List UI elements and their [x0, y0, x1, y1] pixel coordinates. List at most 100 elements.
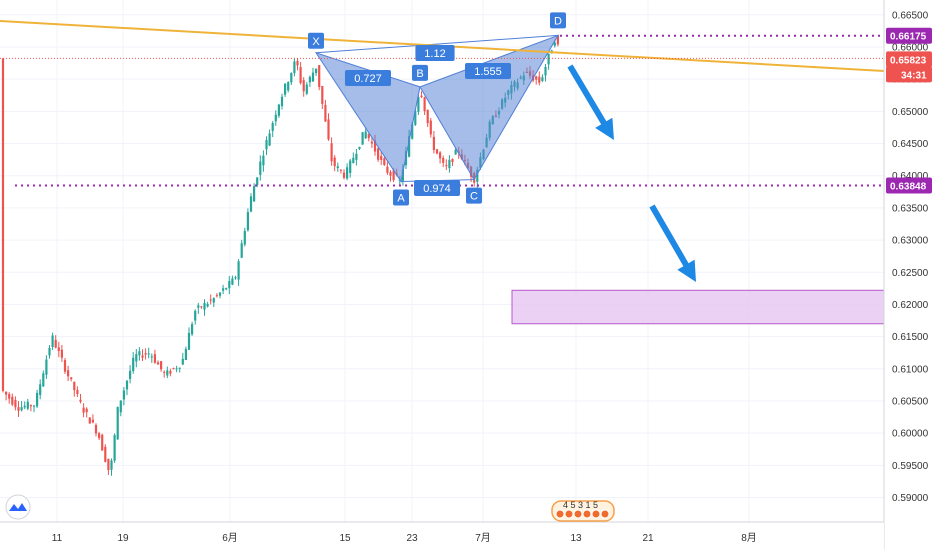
event-icon[interactable]: [564, 509, 574, 519]
candle-body: [101, 434, 104, 451]
candle-body: [225, 288, 228, 290]
tradingview-logo-icon[interactable]: [5, 494, 31, 520]
price-tick-label: 0.65000: [892, 107, 929, 118]
candle-body: [191, 324, 194, 335]
candle-body: [383, 158, 386, 165]
candle-body: [122, 390, 125, 400]
candle-body: [315, 68, 318, 74]
candle-body: [36, 392, 39, 407]
projection-arrows: [567, 64, 696, 282]
time-tick-label: 8月: [741, 532, 757, 544]
price-tick-label: 0.66000: [892, 42, 929, 53]
countdown-tag-bg: [886, 66, 932, 83]
candle-body: [184, 349, 187, 360]
price-axis[interactable]: 0.665000.660000.655000.650000.645000.640…: [883, 0, 932, 550]
candle-body: [51, 335, 54, 348]
candle-body: [215, 295, 218, 297]
lower-level-tag-bg: [886, 177, 932, 194]
candle-body: [48, 347, 51, 356]
current-price-tag-text: 0.65823: [890, 55, 927, 66]
current-price-tag-bg: [886, 51, 932, 68]
candle-body: [274, 114, 277, 122]
arrow-down-icon: [649, 204, 696, 282]
lower-level-tag-text: 0.63848: [890, 181, 927, 192]
time-tick-label: 21: [642, 533, 654, 544]
candle-body: [132, 357, 135, 372]
logo-bg[interactable]: [5, 494, 31, 520]
time-tick-label: 19: [117, 533, 129, 544]
candle-body: [271, 122, 274, 131]
candle-body: [209, 299, 212, 301]
candle-body: [8, 393, 11, 399]
events-badge[interactable]: 4 5 3 1 5: [551, 500, 615, 522]
candle-body: [308, 76, 311, 83]
candle-body: [82, 407, 85, 413]
price-tick-label: 0.59500: [892, 461, 929, 472]
candle-body: [11, 396, 14, 405]
candle-body: [141, 355, 144, 358]
candle-body: [346, 167, 349, 179]
candle-body: [454, 149, 457, 155]
arrow-down-icon: [567, 64, 614, 140]
time-tick-label: 13: [570, 533, 582, 544]
time-tick-label: 11: [52, 533, 63, 544]
price-axis-bg: [884, 0, 932, 550]
candle-body: [234, 277, 237, 279]
candle-body: [212, 298, 215, 303]
candle-body: [153, 354, 156, 363]
ratio-label-xd-bg: [415, 45, 455, 61]
ratio-label-xd: 1.12: [415, 45, 455, 61]
candle-body: [63, 360, 67, 372]
price-tick-label: 0.64000: [892, 171, 929, 182]
candle-body: [358, 146, 361, 149]
candle-body: [352, 157, 355, 163]
candle-body: [538, 76, 541, 83]
candle-body: [194, 310, 197, 321]
candle-body: [5, 391, 8, 395]
time-tick-label: 15: [339, 533, 351, 544]
candle-body: [178, 367, 181, 369]
candle-body: [547, 53, 550, 65]
candle-body: [336, 166, 339, 169]
candle-body: [414, 111, 417, 125]
candle-body: [296, 60, 299, 66]
countdown-tag-text: 34:31: [901, 70, 927, 81]
event-icon[interactable]: [591, 509, 601, 519]
candle-body: [175, 368, 178, 370]
price-tick-label: 0.62500: [892, 268, 929, 279]
candle-body: [45, 359, 48, 375]
price-tick-label: 0.63000: [892, 236, 929, 247]
time-axis[interactable]: 11 19 6月 15 23 7月 13 21 8月: [0, 521, 884, 550]
candle-body: [129, 370, 132, 379]
event-icon[interactable]: [600, 509, 610, 519]
pattern-triangle-xab[interactable]: [314, 51, 421, 183]
point-label-d-bg: [550, 12, 566, 29]
candle-body: [423, 97, 426, 112]
candle-body: [299, 67, 302, 83]
candle-body: [228, 280, 231, 289]
candle-body: [364, 131, 367, 139]
candle-body: [17, 407, 20, 411]
candle-body: [439, 152, 442, 159]
event-icon[interactable]: [555, 509, 565, 519]
price-tick-label: 0.64500: [892, 139, 929, 150]
candle-body: [302, 80, 305, 92]
candle-body: [370, 141, 373, 144]
ratio-label-abc-text: 0.974: [423, 183, 451, 195]
ratio-label-xd-text: 1.12: [424, 48, 445, 60]
candle-body: [287, 82, 290, 91]
candle-body: [70, 377, 73, 380]
pattern-triangle-bcd[interactable]: [419, 34, 560, 181]
candle-body: [110, 460, 113, 470]
current-price-tag: 0.65823: [886, 51, 932, 68]
candle-body: [293, 61, 296, 74]
target-zone[interactable]: [511, 289, 885, 325]
event-icon[interactable]: [573, 509, 583, 519]
event-icon[interactable]: [582, 509, 592, 519]
candle-body: [135, 354, 138, 362]
candle-body: [222, 288, 225, 291]
ratio-label-bcd: 1.555: [465, 63, 511, 79]
lower-level-tag: 0.63848: [886, 177, 932, 194]
candle-body: [280, 96, 284, 107]
